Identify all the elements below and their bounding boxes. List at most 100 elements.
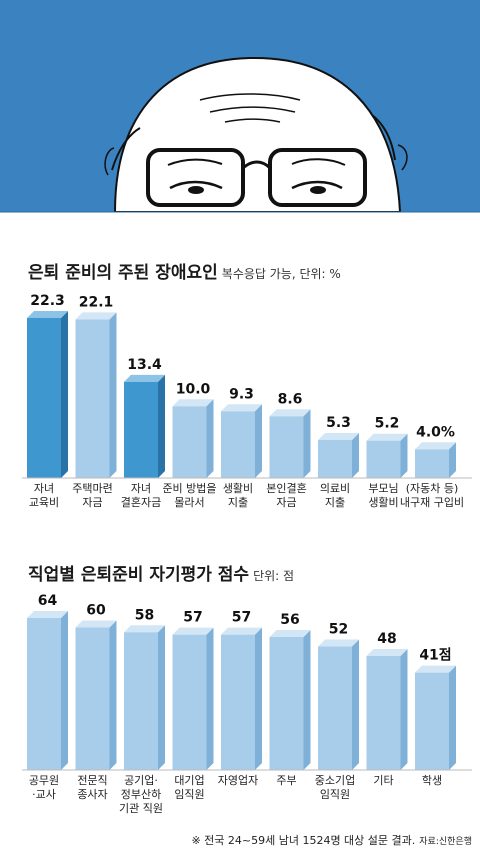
bar-side [158, 625, 165, 770]
category-label: 몰라서 [174, 496, 204, 509]
category-label: 의료비 [320, 482, 350, 495]
category-label: 임직원 [174, 788, 204, 801]
value-label: 48 [377, 631, 396, 647]
bar-side [303, 630, 311, 770]
survey-note: ※ 전국 24~59세 남녀 1524명 대상 설문 결과. [191, 834, 416, 847]
category-label: 자영업자 [218, 774, 258, 787]
bar-top [366, 649, 408, 656]
elderly-man-illustration [0, 0, 480, 222]
bar-front [415, 449, 449, 478]
category-label: ·교사 [32, 788, 56, 801]
bar-side [158, 374, 165, 478]
bar-top [318, 639, 359, 647]
value-label: 58 [135, 607, 154, 623]
bar-side [352, 639, 359, 770]
bar-side [400, 649, 408, 770]
bar-side [449, 442, 456, 478]
bar-6 [269, 630, 311, 770]
category-label: (자동차 등) [406, 482, 459, 495]
value-label: 5.3 [326, 415, 351, 431]
bar-top [366, 433, 408, 441]
bar-top [124, 374, 165, 382]
bar-front [27, 618, 61, 770]
bar-8 [366, 649, 408, 770]
value-label: 64 [38, 593, 58, 609]
category-label: 본인결혼 [266, 482, 306, 495]
bar-front [124, 381, 158, 478]
bar-top [221, 627, 262, 635]
bar-front [269, 416, 304, 478]
chart1-title: 은퇴 준비의 주된 장애요인 복수응답 가능, 단위: % [28, 258, 341, 283]
bar-5 [221, 627, 262, 770]
category-label: 학생 [422, 774, 442, 787]
category-label: 생활비 [368, 495, 398, 509]
bar-1 [27, 311, 68, 478]
bar-front [269, 637, 304, 770]
category-label: 결혼자금 [121, 496, 161, 509]
bar-top [172, 399, 214, 407]
bar-side [61, 311, 68, 478]
category-label: 자녀 [34, 482, 54, 495]
bar-4 [172, 399, 214, 478]
bar-9 [415, 442, 456, 478]
bar-front [124, 632, 158, 770]
value-label: 22.1 [79, 294, 114, 310]
bar-2 [75, 312, 117, 478]
category-label: 부모님 [368, 482, 398, 495]
bar-side [206, 399, 214, 478]
bar-side [352, 432, 359, 478]
bar-6 [269, 409, 311, 478]
bar-top [415, 665, 456, 673]
bar-side [449, 665, 456, 770]
bar-front [318, 439, 352, 478]
bar-front [366, 440, 401, 478]
bar-front [75, 319, 110, 478]
bar-3 [124, 374, 165, 478]
category-label: 대기업 [174, 774, 204, 787]
bar-side [400, 433, 408, 478]
category-label: 종사자 [77, 788, 107, 801]
category-label: 공무원 [29, 774, 59, 787]
bar-top [415, 442, 456, 450]
category-label: 지출 [325, 496, 345, 509]
bar-top [75, 312, 117, 320]
category-label: 교육비 [29, 496, 59, 509]
category-label: 준비 방법을 [162, 482, 216, 495]
bar-side [109, 620, 117, 770]
value-label: 9.3 [229, 386, 254, 402]
value-label: 13.4 [127, 357, 162, 373]
bar-front [172, 634, 207, 770]
category-label: 공기업· [124, 774, 158, 787]
bar-front [221, 634, 255, 770]
bar-front [366, 656, 401, 770]
bar-side [109, 312, 117, 478]
source-label: 자료:신한은행 [419, 837, 472, 847]
value-label: 22.3 [30, 293, 65, 309]
bar-4 [172, 627, 214, 770]
bar-top [124, 625, 165, 633]
bar-front [415, 672, 449, 770]
value-label: 8.6 [278, 391, 303, 407]
value-label: 60 [86, 603, 106, 619]
bar-top [75, 620, 117, 628]
chart2-subtitle: 단위: 점 [253, 569, 295, 583]
bar-front [221, 411, 255, 478]
category-label: 지출 [228, 496, 248, 509]
category-label: 자녀 [131, 482, 151, 495]
value-label: 57 [232, 610, 251, 626]
chart1-subtitle: 복수응답 가능, 단위: % [221, 267, 341, 281]
bar-9 [415, 665, 456, 770]
category-label: 전문직 [77, 774, 107, 787]
bar-front [172, 406, 207, 478]
footer-note: ※ 전국 24~59세 남녀 1524명 대상 설문 결과. 자료:신한은행 [191, 832, 472, 848]
category-label: 기관 직원 [119, 802, 163, 815]
bar-top [269, 409, 311, 417]
value-label: 57 [183, 610, 202, 626]
category-label: 기타 [373, 774, 393, 787]
bar-2 [75, 620, 117, 770]
bar-5 [221, 404, 262, 478]
value-label: 4.0% [416, 424, 455, 440]
chart1-title-text: 은퇴 준비의 주된 장애요인 [28, 263, 218, 283]
